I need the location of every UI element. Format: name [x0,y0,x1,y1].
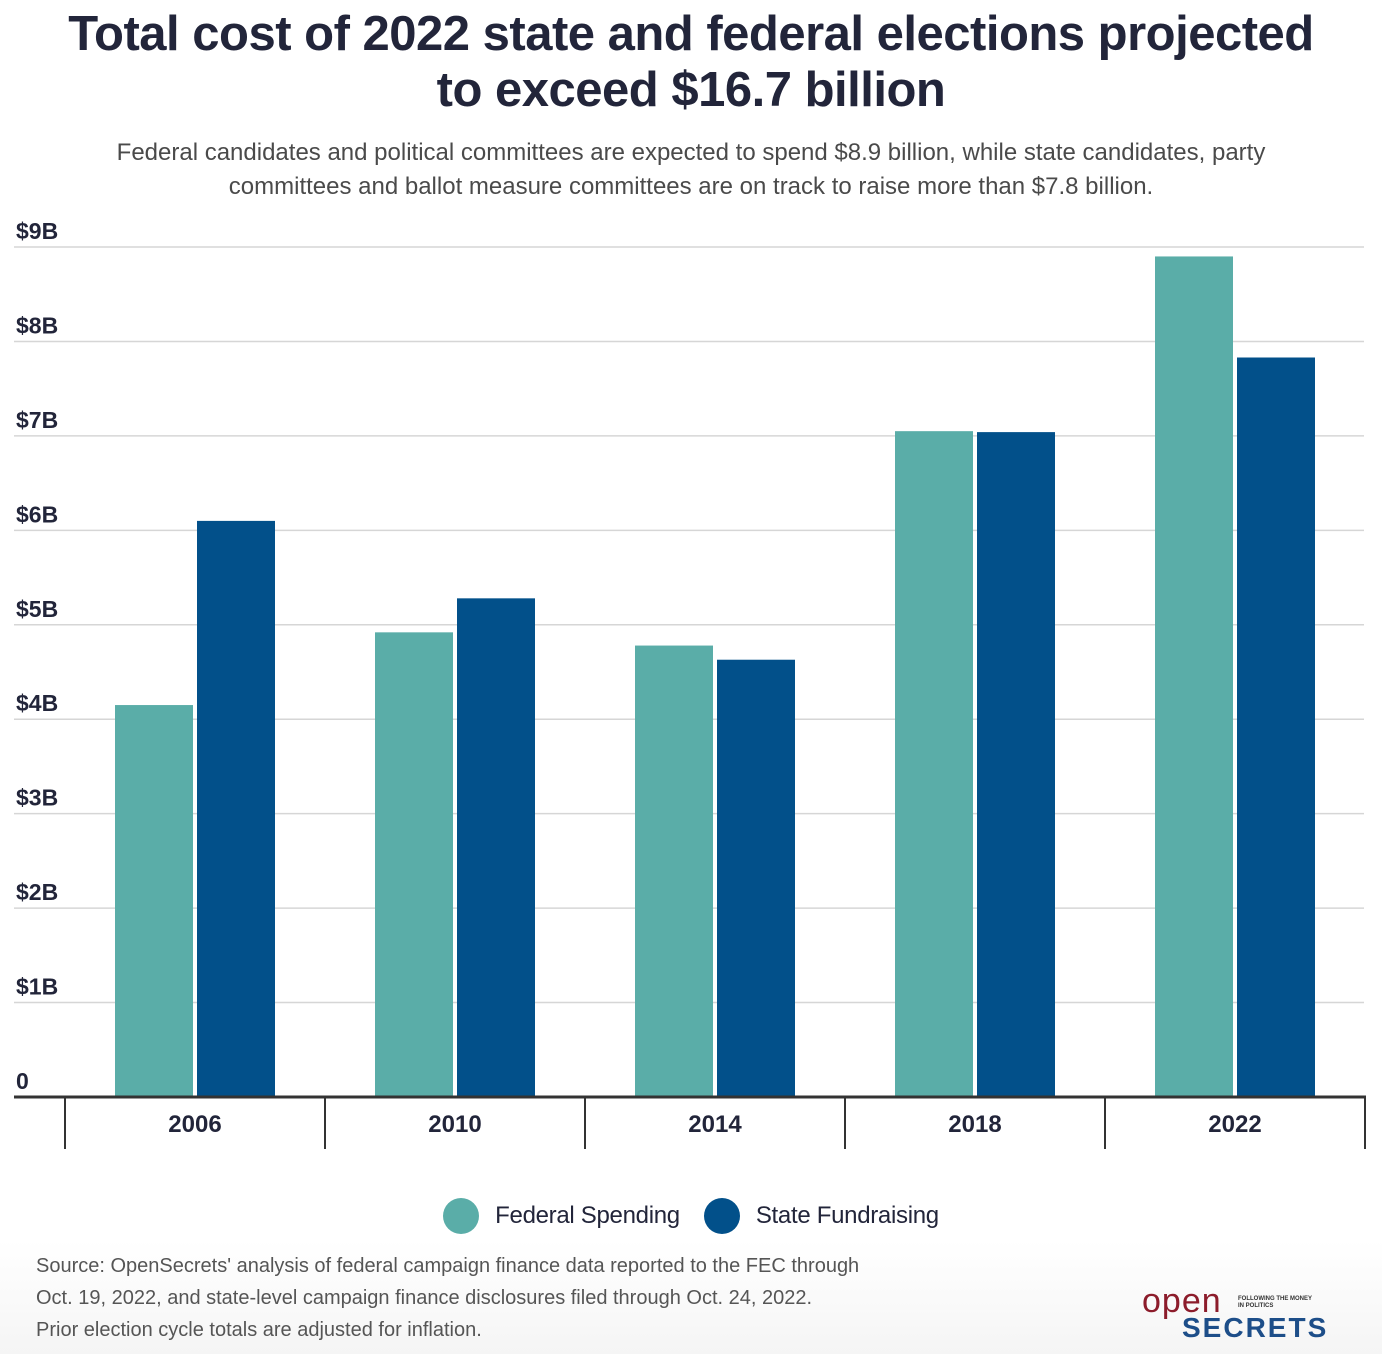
chart-subtitle: Federal candidates and political committ… [0,136,1382,204]
x-tick-label-2010: 2010 [428,1111,481,1138]
legend-label-state-fundraising: State Fundraising [755,1202,939,1229]
subtitle-line-2: committees and ballot measure committees… [228,173,1154,200]
y-tick-label: $9B [16,218,58,244]
bar-federal-spending-2006 [115,705,193,1097]
bar-state-fundraising-2014 [717,659,795,1097]
legend-swatch-federal-spending [443,1198,480,1234]
bar-federal-spending-2022 [1155,256,1233,1097]
x-axis-tick-labels: 2006 2010 2014 2018 2022 [168,1111,1261,1138]
subtitle-line-1: Federal candidates and political committ… [116,139,1266,166]
y-tick-label: 0 [16,1068,29,1094]
logo-tagline: FOLLOWING THE MONEY IN POLITICS [1238,1296,1312,1309]
y-tick-label: $4B [16,690,58,716]
y-tick-label: $1B [16,974,58,1000]
chart-title: Total cost of 2022 state and federal ele… [0,6,1382,118]
x-tick-label-2006: 2006 [168,1111,221,1138]
y-tick-label: $2B [16,879,58,905]
y-tick-label: $7B [16,407,58,433]
bar-federal-spending-2014 [635,645,713,1097]
logo-word-secrets: SECRETS [1182,1312,1329,1343]
bar-state-fundraising-2010 [457,598,535,1097]
bar-state-fundraising-2022 [1237,357,1315,1097]
bar-state-fundraising-2018 [977,432,1055,1098]
bar-federal-spending-2018 [895,431,973,1098]
opensecrets-logo[interactable]: open FOLLOWING THE MONEY IN POLITICS SEC… [1140,1282,1330,1346]
y-axis-tick-labels: 0 $1B $2B $3B $4B $5B $6B $7B $8B $9B [16,218,58,1094]
y-tick-label: $6B [16,501,58,527]
y-tick-label: $8B [16,312,58,338]
bar-state-fundraising-2006 [197,520,275,1097]
x-axis [14,1095,1366,1149]
footer-band [0,1240,1382,1354]
x-tick-label-2018: 2018 [948,1111,1001,1138]
title-line-1: Total cost of 2022 state and federal ele… [68,7,1314,61]
y-tick-label: $3B [16,785,58,811]
bar-federal-spending-2010 [375,632,453,1097]
source-note: Source: OpenSecrets' analysis of federal… [36,1250,996,1346]
source-line-3: Prior election cycle totals are adjusted… [36,1319,482,1341]
title-line-2: to exceed $16.7 billion [436,63,946,117]
source-line-2: Oct. 19, 2022, and state-level campaign … [36,1287,813,1309]
x-tick-label-2022: 2022 [1208,1111,1261,1138]
legend-label-federal-spending: Federal Spending [495,1202,680,1229]
legend-swatch-state-fundraising [703,1198,740,1234]
y-tick-label: $5B [16,596,58,622]
x-tick-label-2014: 2014 [688,1111,742,1138]
legend-item-federal-spending[interactable]: Federal Spending [443,1198,680,1234]
bar-chart: 0 $1B $2B $3B $4B $5B $6B $7B $8B $9B 2006 2010 201… [14,218,1366,1149]
legend: Federal Spending State Fundraising [0,1198,1382,1234]
legend-item-state-fundraising[interactable]: State Fundraising [703,1198,939,1234]
source-line-1: Source: OpenSecrets' analysis of federal… [36,1255,860,1277]
logo-word-open: open [1142,1282,1222,1320]
bars [115,256,1315,1098]
